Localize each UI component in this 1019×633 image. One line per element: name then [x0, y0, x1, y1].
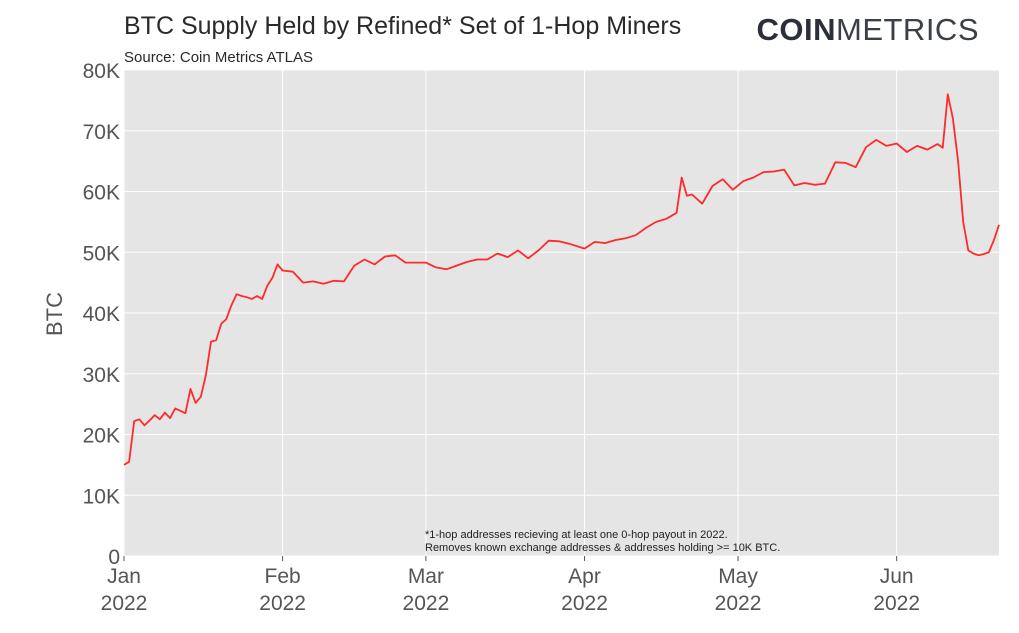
y-tick-label: 30K: [83, 364, 120, 387]
y-tick-label: 10K: [83, 485, 120, 508]
x-tick-label-month: Mar: [408, 565, 444, 588]
x-tick-label-month: Apr: [568, 565, 601, 588]
x-tick-label-month: Feb: [265, 565, 301, 588]
y-tick-label: 60K: [83, 182, 120, 205]
series-line: [123, 93, 1000, 466]
footnote-line-1: *1-hop addresses recieving at least one …: [425, 529, 728, 541]
x-tick-label-month: May: [718, 565, 758, 588]
y-tick-label: 40K: [83, 303, 120, 326]
x-tick-label-year: 2022: [403, 592, 450, 615]
y-tick-label: 80K: [83, 60, 120, 83]
logo-light-text: METRICS: [836, 12, 979, 47]
footnote-line-2: Removes known exchange addresses & addre…: [425, 542, 780, 554]
x-tick-label-month: Jan: [107, 565, 141, 588]
chart-title: BTC Supply Held by Refined* Set of 1-Hop…: [124, 12, 682, 40]
y-tick-label: 20K: [83, 425, 120, 448]
coinmetrics-logo: COINMETRICS: [757, 12, 980, 48]
logo-bold-text: COIN: [756, 12, 836, 47]
x-tick-label-year: 2022: [561, 592, 608, 615]
x-tick-label-year: 2022: [715, 592, 762, 615]
footnote-annotation: *1-hop addresses recieving at least one …: [425, 529, 780, 554]
chart-subtitle: Source: Coin Metrics ATLAS: [124, 49, 313, 66]
y-tick-label: 50K: [83, 242, 120, 265]
y-tick-label: 0: [108, 546, 120, 569]
x-tick-label-year: 2022: [101, 592, 148, 615]
y-tick-label: 70K: [83, 121, 120, 144]
y-axis: 0 10K 20K 30K 40K 50K 60K 70K 80K: [83, 60, 120, 569]
x-tick-label-year: 2022: [259, 592, 306, 615]
y-axis-title: BTC: [42, 292, 67, 336]
grid-lines: [123, 69, 999, 557]
x-tick-label-year: 2022: [873, 592, 920, 615]
x-axis: Jan 2022 Feb 2022 Mar 2022 Apr 2022 May 2022 Jun 20…: [101, 556, 920, 615]
x-tick-label-month: Jun: [880, 565, 914, 588]
